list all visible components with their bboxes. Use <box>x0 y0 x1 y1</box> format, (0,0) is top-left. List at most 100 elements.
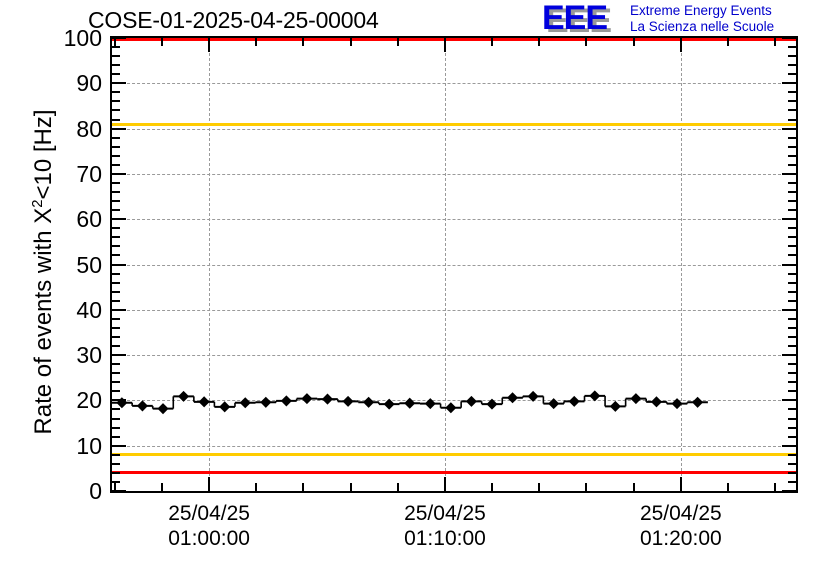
y-tick-minor <box>112 363 120 366</box>
y-tick-minor <box>112 73 120 76</box>
y-tick-minor <box>112 55 120 58</box>
gridline-vertical <box>209 38 211 491</box>
y-tick-minor <box>112 245 120 248</box>
y-tick-minor <box>112 46 120 49</box>
data-point-marker <box>363 396 375 408</box>
y-tick-minor-right <box>788 245 796 248</box>
data-point-marker <box>650 396 663 408</box>
x-tick-minor <box>585 483 588 491</box>
x-tick-minor-top <box>491 38 494 46</box>
x-tick-label-time: 01:00:00 <box>168 527 250 550</box>
y-tick-minor <box>112 281 120 284</box>
y-tick-minor-right <box>788 299 796 302</box>
y-tick-minor <box>112 372 120 375</box>
page-title: COSE-01-2025-04-25-00004 <box>88 7 379 33</box>
y-tick-minor <box>112 100 120 103</box>
eee-logo-mark: EEE EEE <box>542 0 634 38</box>
data-point-marker <box>692 396 704 408</box>
y-tick-minor <box>112 345 120 348</box>
y-tick-minor <box>112 209 120 212</box>
gridline-vertical <box>444 38 446 491</box>
x-tick-minor <box>160 483 163 491</box>
gridline-horizontal <box>112 400 796 402</box>
y-tick-minor <box>112 272 120 275</box>
x-tick-major-top <box>679 38 682 52</box>
gridline-horizontal <box>112 355 796 357</box>
y-tick-minor <box>112 227 120 230</box>
data-point-marker <box>568 395 580 407</box>
y-tick-minor-right <box>788 73 796 76</box>
y-tick-minor <box>112 64 120 67</box>
y-tick-minor <box>112 118 120 121</box>
y-tick-minor <box>112 462 120 465</box>
gridline-horizontal <box>112 128 796 130</box>
y-tick-minor-right <box>788 426 796 429</box>
y-tick-minor <box>112 417 120 420</box>
gridline-horizontal <box>112 173 796 175</box>
x-tick-major <box>443 477 446 491</box>
y-tick-major-right <box>782 490 796 491</box>
x-tick-label-date: 25/04/25 <box>639 502 722 525</box>
y-tick-major <box>112 82 126 85</box>
x-tick-minor <box>726 483 729 491</box>
gridline-vertical <box>680 38 682 491</box>
y-tick-minor-right <box>788 408 796 411</box>
y-tick-label: 100 <box>63 25 102 51</box>
x-tick-minor <box>396 483 399 491</box>
x-tick-minor-top <box>396 38 399 46</box>
y-tick-minor-right <box>788 109 796 112</box>
y-tick-minor-right <box>788 480 796 483</box>
data-point-marker <box>178 390 190 402</box>
y-tick-major-right <box>782 263 796 266</box>
y-tick-label: 20 <box>76 387 102 414</box>
x-tick-minor-top <box>585 38 588 46</box>
y-tick-minor-right <box>788 317 796 320</box>
plot-area <box>112 38 796 491</box>
y-tick-minor <box>112 236 120 239</box>
y-tick-minor <box>112 254 120 257</box>
y-tick-minor-right <box>788 136 796 139</box>
x-tick-label: 25/04/25 01:00:00 <box>109 501 309 551</box>
data-point-marker <box>404 397 416 409</box>
eee-logo-mark-front: EEE <box>542 0 608 37</box>
y-tick-minor <box>112 109 120 112</box>
y-tick-minor <box>112 471 120 474</box>
y-tick-major <box>112 172 126 175</box>
data-point-marker <box>548 398 560 410</box>
data-point-marker <box>609 400 621 412</box>
x-tick-label-date: 25/04/25 <box>404 502 486 525</box>
gridline-horizontal <box>112 83 796 85</box>
x-tick-minor <box>113 483 116 491</box>
data-point-marker <box>239 397 251 409</box>
y-tick-major <box>112 38 126 39</box>
y-tick-minor-right <box>788 417 796 420</box>
y-tick-minor <box>112 426 120 429</box>
data-point-marker <box>342 395 354 407</box>
data-point-marker <box>136 400 148 412</box>
y-tick-minor <box>112 91 120 94</box>
x-tick-minor-top <box>632 38 635 46</box>
y-tick-minor-right <box>788 326 796 329</box>
gridline-horizontal <box>112 264 796 266</box>
data-point-marker <box>424 398 436 410</box>
x-tick-minor-top <box>302 38 305 46</box>
x-tick-label-time: 01:10:00 <box>404 527 486 550</box>
y-tick-minor <box>112 408 120 411</box>
y-tick-minor <box>112 191 120 194</box>
x-tick-minor <box>491 483 494 491</box>
y-tick-minor-right <box>788 254 796 257</box>
y-tick-minor-right <box>788 335 796 338</box>
y-tick-major <box>112 308 126 311</box>
x-tick-label-date: 25/04/25 <box>168 502 250 525</box>
y-tick-minor <box>112 299 120 302</box>
y-tick-label: 50 <box>76 251 102 278</box>
y-tick-major <box>112 263 126 266</box>
y-tick-major-right <box>782 172 796 175</box>
gridline-horizontal <box>112 445 796 447</box>
y-tick-minor-right <box>788 281 796 284</box>
y-tick-minor-right <box>788 372 796 375</box>
y-tick-minor <box>112 290 120 293</box>
x-tick-label-time: 01:20:00 <box>639 527 722 550</box>
data-point-marker <box>671 398 683 410</box>
y-tick-minor <box>112 335 120 338</box>
